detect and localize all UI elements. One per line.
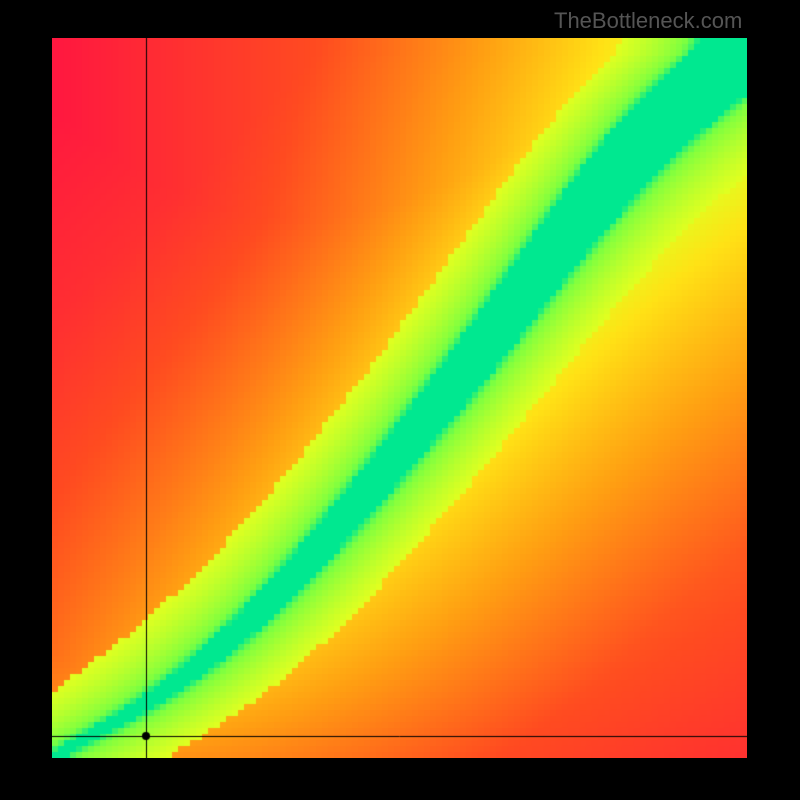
watermark-text: TheBottleneck.com xyxy=(554,8,742,34)
chart-container: { "chart": { "type": "heatmap", "canvas"… xyxy=(0,0,800,800)
bottleneck-heatmap xyxy=(52,38,747,758)
